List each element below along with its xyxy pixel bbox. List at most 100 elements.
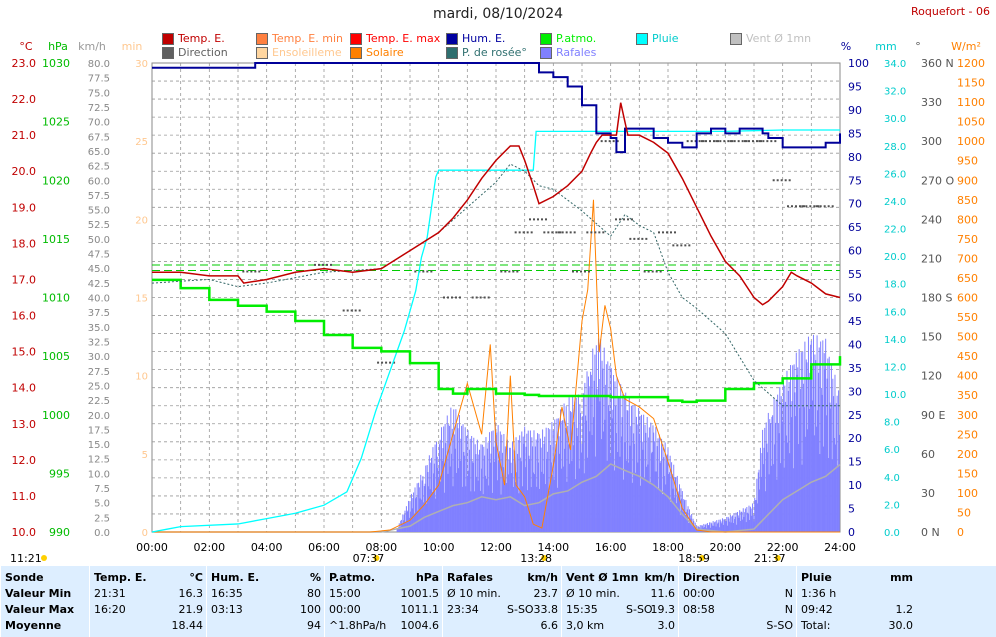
wind-tick-label: 70.0	[88, 118, 110, 129]
time-tick-label: 20:00	[709, 541, 741, 554]
rain-tick-label: 30.0	[884, 114, 906, 125]
stats-value: 3.0	[657, 619, 676, 632]
legend-label: P. de rosée°	[462, 46, 527, 59]
legend-swatch	[540, 47, 552, 59]
wind-tick-label: 77.5	[88, 74, 110, 85]
sun-tick-label: 20	[135, 215, 148, 226]
stats-column: Sonde Valeur Min Valeur Max Moyenne	[0, 566, 90, 637]
sun-event-label: 18:59	[678, 552, 710, 565]
solar-tick-label: 600	[957, 292, 978, 305]
stats-header-unit: %	[309, 571, 321, 584]
rain-tick-label: 14.0	[884, 335, 906, 346]
stats-cell: 03:13	[211, 603, 243, 616]
stats-table: Sonde Valeur Min Valeur Max Moyenne Temp. E.…	[0, 566, 996, 637]
stats-value: 94	[307, 619, 321, 632]
direction-tick-label: 0 N	[921, 526, 940, 539]
humidity-tick-label: 60	[848, 245, 862, 258]
wind-tick-label: 50.0	[88, 235, 110, 246]
stats-row: 18.44	[94, 619, 204, 635]
stats-column: Vent Ø 1mn km/h Ø 10 min. 11.6 15:35 S-SO 19.3…	[561, 566, 679, 637]
stats-column: Temp. E. °C 21:31 16.3 16:20 21.9 18.44	[89, 566, 207, 637]
rain-tick-label: 2.0	[884, 500, 900, 511]
wind-unit-label: km/h	[78, 40, 106, 53]
humidity-tick-label: 95	[848, 80, 862, 93]
stats-cell: 16:20	[94, 603, 126, 616]
legend-swatch	[350, 33, 362, 45]
temp-tick-label: 20.0	[12, 165, 37, 178]
legend-label: Temp. E. max	[366, 32, 441, 45]
wind-tick-label: 30.0	[88, 352, 110, 363]
pressure-tick-label: 1010	[42, 292, 70, 305]
legend-swatch	[162, 33, 174, 45]
temp-tick-label: 19.0	[12, 201, 37, 214]
stats-row: 15:35 S-SO 19.3	[566, 603, 675, 619]
wind-tick-label: 52.5	[88, 220, 110, 231]
legend-swatch	[446, 47, 458, 59]
wind-tick-label: 7.5	[94, 484, 110, 495]
stats-row: Valeur Max	[5, 603, 86, 619]
stats-cell: 09:42	[801, 603, 833, 616]
temp-unit-label: °C	[19, 40, 33, 53]
rain-tick-label: 12.0	[884, 362, 906, 373]
time-tick-label: 18:00	[652, 541, 684, 554]
solar-tick-label: 1100	[957, 96, 985, 109]
stats-row: 16:20 21.9	[94, 603, 203, 619]
sun-event-label: 07:37	[353, 552, 385, 565]
direction-unit-label: °	[915, 40, 921, 53]
stats-header-label: P.atmo.	[329, 571, 376, 584]
time-tick-label: 00:00	[136, 541, 168, 554]
solar-tick-label: 300	[957, 409, 978, 422]
stats-row: 23:34 S-SO 33.8	[447, 603, 558, 619]
sun-event-marker	[774, 555, 781, 561]
humidity-tick-label: 0	[848, 526, 855, 539]
temp-tick-label: 16.0	[12, 310, 37, 323]
wind-tick-label: 10.0	[88, 469, 110, 480]
stats-value: 30.0	[888, 619, 914, 632]
sun-tick-label: 10	[135, 372, 148, 383]
time-tick-label: 24:00	[824, 541, 856, 554]
wind-tick-label: 45.0	[88, 264, 110, 275]
time-tick-label: 22:00	[767, 541, 799, 554]
temp-tick-label: 18.0	[12, 237, 37, 250]
sun-tick-label: 0	[142, 528, 148, 539]
sun-tick-label: 25	[135, 137, 148, 148]
pressure-tick-label: 1005	[42, 350, 70, 363]
stats-cell: 3,0 km	[566, 619, 605, 632]
legend-item: P.atmo.	[540, 32, 596, 45]
rain-line	[151, 129, 840, 533]
solar-tick-label: 750	[957, 233, 978, 246]
wind-tick-label: 72.5	[88, 103, 110, 114]
stats-cell: Moyenne	[5, 619, 62, 632]
solar-tick-label: 1000	[957, 135, 985, 148]
time-tick-label: 02:00	[193, 541, 225, 554]
humidity-tick-label: 85	[848, 127, 862, 140]
time-tick-label: 14:00	[537, 541, 569, 554]
stats-column: Hum. E.% 16:35 80 03:13 100 94	[206, 566, 325, 637]
solar-tick-label: 100	[957, 487, 978, 500]
moon-marker	[41, 555, 47, 561]
stats-cell: Ø 10 min.	[566, 587, 620, 600]
stats-header-label: Rafales	[447, 571, 493, 584]
legend-swatch	[256, 33, 268, 45]
solar-tick-label: 1200	[957, 57, 985, 70]
humidity-tick-label: 65	[848, 221, 862, 234]
legend-item: Solaire	[350, 46, 404, 59]
stats-row: Total: 30.0	[801, 619, 913, 635]
pressure-tick-label: 995	[49, 467, 70, 480]
chart-title: mardi, 08/10/2024	[432, 6, 564, 22]
wind-tick-label: 55.0	[88, 206, 110, 217]
rain-tick-label: 22.0	[884, 225, 906, 236]
solar-tick-label: 400	[957, 370, 978, 383]
sun-event-marker	[541, 555, 548, 561]
humidity-tick-label: 45	[848, 315, 862, 328]
wind-tick-label: 42.5	[88, 279, 110, 290]
pressure-line	[152, 278, 842, 404]
wind-tick-label: 22.5	[88, 396, 110, 407]
stats-cell: 16:35	[211, 587, 243, 600]
sun-unit-label: min	[122, 40, 143, 53]
stats-header-unit: km/h	[644, 571, 675, 584]
humidity-tick-label: 30	[848, 385, 862, 398]
legend-item: Vent Ø 1mn	[730, 32, 811, 45]
legend-label: Pluie	[652, 32, 679, 45]
pressure-tick-label: 1030	[42, 57, 70, 70]
